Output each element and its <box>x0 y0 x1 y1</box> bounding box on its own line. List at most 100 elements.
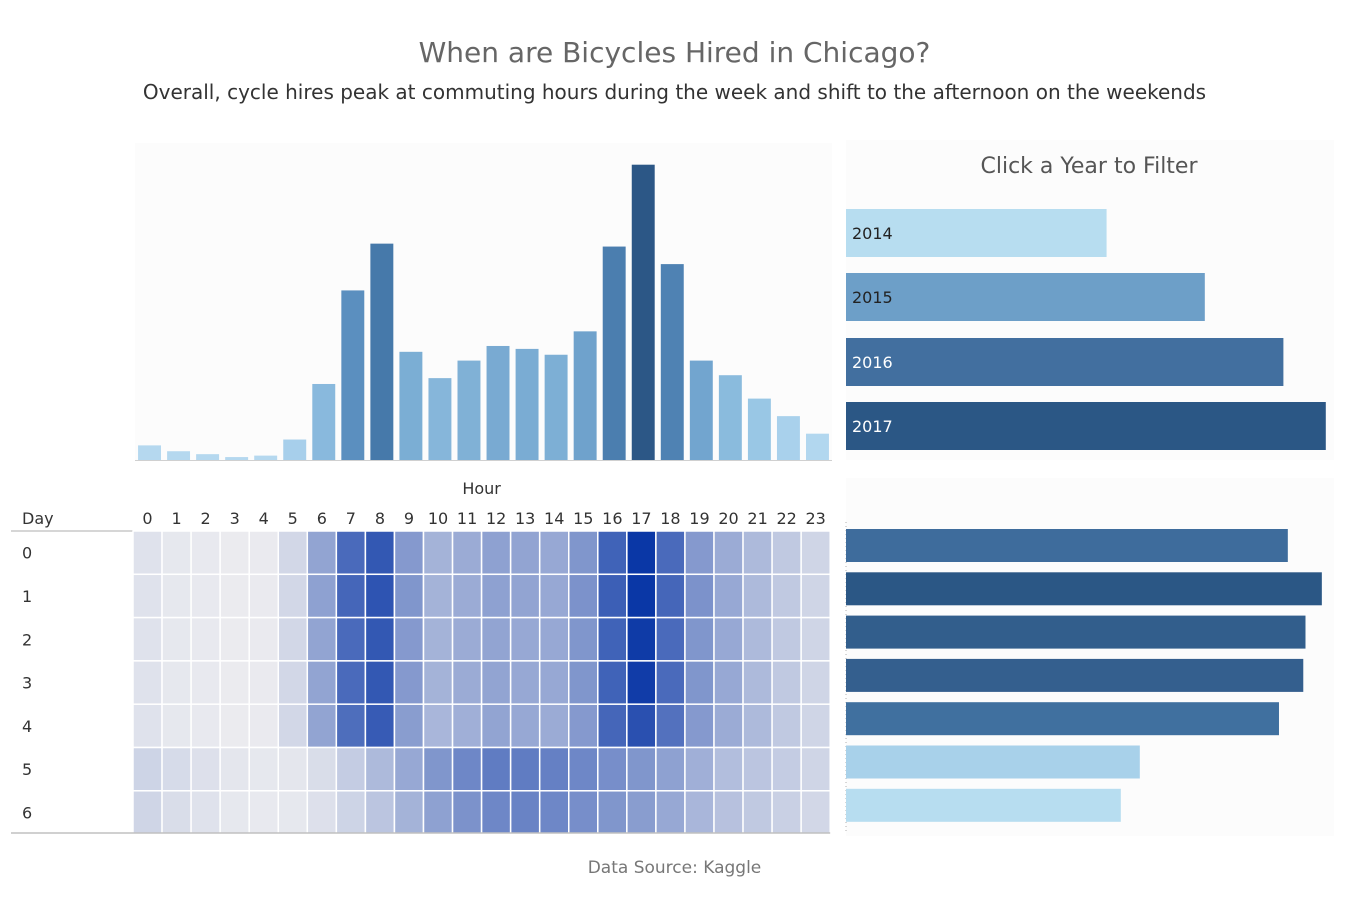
heatmap-cell-d2-h0[interactable] <box>132 616 163 662</box>
year-label-2016[interactable]: 2016 <box>852 353 893 372</box>
heatmap-cell-d0-h4[interactable] <box>248 530 279 576</box>
heatmap-cell-d2-h12[interactable] <box>480 616 512 662</box>
heatmap-cell-d6-h22[interactable] <box>771 790 802 835</box>
heatmap-cell-d1-h21[interactable] <box>742 573 773 619</box>
heatmap-cell-d6-h10[interactable] <box>422 790 454 835</box>
heatmap-cell-d5-h13[interactable] <box>509 746 541 792</box>
heatmap-cell-d3-h5[interactable] <box>277 660 309 705</box>
year-bar-2015[interactable] <box>846 273 1205 321</box>
heatmap-cell-d5-h11[interactable] <box>451 746 483 792</box>
year-filter-button-2015[interactable]: 2015 <box>846 273 1205 321</box>
heatmap-cell-d2-h2[interactable] <box>190 616 221 662</box>
heatmap-cell-d5-h14[interactable] <box>538 746 570 792</box>
heatmap-cell-d6-h8[interactable] <box>364 790 396 835</box>
heatmap-cell-d0-h9[interactable] <box>393 530 425 576</box>
hour-bar-11[interactable] <box>457 360 481 460</box>
heatmap-cell-d3-h0[interactable] <box>132 660 163 705</box>
day-bar-4[interactable] <box>846 702 1279 736</box>
heatmap-cell-d0-h12[interactable] <box>480 530 512 576</box>
hour-bar-19[interactable] <box>689 360 713 460</box>
hour-bar-23[interactable] <box>806 433 829 460</box>
heatmap-cell-d4-h14[interactable] <box>538 703 570 749</box>
heatmap-cell-d2-h11[interactable] <box>451 616 483 662</box>
heatmap-cell-d0-h23[interactable] <box>800 530 831 576</box>
heatmap-cell-d4-h7[interactable] <box>335 703 367 749</box>
hour-bar-1[interactable] <box>167 451 191 460</box>
heatmap-cell-d0-h18[interactable] <box>655 530 686 576</box>
heatmap-cell-d6-h16[interactable] <box>597 790 628 835</box>
heatmap-cell-d0-h11[interactable] <box>451 530 483 576</box>
heatmap-cell-d5-h7[interactable] <box>335 746 367 792</box>
heatmap-cell-d3-h11[interactable] <box>451 660 483 705</box>
heatmap-cell-d6-h21[interactable] <box>742 790 773 835</box>
day-bar-1[interactable] <box>846 572 1322 606</box>
heatmap-cell-d6-h15[interactable] <box>568 790 599 835</box>
heatmap-cell-d2-h18[interactable] <box>655 616 686 662</box>
heatmap-cell-d1-h22[interactable] <box>771 573 802 619</box>
heatmap-cell-d1-h19[interactable] <box>684 573 715 619</box>
heatmap-cell-d6-h14[interactable] <box>538 790 570 835</box>
year-label-2017[interactable]: 2017 <box>852 417 893 436</box>
heatmap-cell-d4-h1[interactable] <box>161 703 192 749</box>
day-bar-0[interactable] <box>846 529 1288 562</box>
heatmap-cell-d0-h3[interactable] <box>219 530 250 576</box>
heatmap-cell-d2-h5[interactable] <box>277 616 309 662</box>
heatmap-cell-d1-h16[interactable] <box>597 573 628 619</box>
heatmap-cell-d4-h22[interactable] <box>771 703 802 749</box>
heatmap-cell-d0-h14[interactable] <box>538 530 570 576</box>
heatmap-cell-d2-h23[interactable] <box>800 616 831 662</box>
heatmap-cell-d3-h12[interactable] <box>480 660 512 705</box>
heatmap-cell-d2-h22[interactable] <box>771 616 802 662</box>
heatmap-cell-d3-h7[interactable] <box>335 660 367 705</box>
heatmap-cell-d4-h12[interactable] <box>480 703 512 749</box>
hour-bar-15[interactable] <box>573 331 597 460</box>
heatmap-cell-d1-h2[interactable] <box>190 573 221 619</box>
heatmap-cell-d5-h19[interactable] <box>684 746 715 792</box>
heatmap-cell-d3-h15[interactable] <box>568 660 599 705</box>
heatmap-cell-d4-h11[interactable] <box>451 703 483 749</box>
heatmap-cell-d4-h3[interactable] <box>219 703 250 749</box>
heatmap-cell-d3-h10[interactable] <box>422 660 454 705</box>
heatmap-cell-d1-h10[interactable] <box>422 573 454 619</box>
heatmap-cell-d6-h2[interactable] <box>190 790 221 835</box>
heatmap-cell-d1-h5[interactable] <box>277 573 309 619</box>
heatmap-cell-d2-h13[interactable] <box>509 616 541 662</box>
heatmap-cell-d1-h8[interactable] <box>364 573 396 619</box>
hour-bar-20[interactable] <box>718 375 742 460</box>
heatmap-cell-d5-h0[interactable] <box>132 746 163 792</box>
heatmap-cell-d1-h4[interactable] <box>248 573 279 619</box>
year-filter-button-2016[interactable]: 2016 <box>846 338 1284 386</box>
hour-bar-14[interactable] <box>544 354 568 460</box>
day-bar-6[interactable] <box>846 788 1121 822</box>
year-bar-2014[interactable] <box>846 209 1107 257</box>
heatmap-cell-d1-h18[interactable] <box>655 573 686 619</box>
heatmap-cell-d1-h3[interactable] <box>219 573 250 619</box>
heatmap-cell-d6-h13[interactable] <box>509 790 541 835</box>
hour-bar-3[interactable] <box>225 457 249 460</box>
heatmap-cell-d4-h17[interactable] <box>626 703 657 749</box>
heatmap-cell-d1-h13[interactable] <box>509 573 541 619</box>
heatmap-cell-d3-h23[interactable] <box>800 660 831 705</box>
heatmap-cell-d4-h18[interactable] <box>655 703 686 749</box>
heatmap-cell-d1-h14[interactable] <box>538 573 570 619</box>
hour-bar-16[interactable] <box>602 246 626 460</box>
heatmap-cell-d0-h0[interactable] <box>132 530 163 576</box>
hour-bar-4[interactable] <box>254 455 278 460</box>
hour-bar-2[interactable] <box>196 454 220 460</box>
hour-bar-18[interactable] <box>660 264 684 460</box>
hour-bar-22[interactable] <box>776 416 800 460</box>
heatmap-cell-d4-h6[interactable] <box>306 703 338 749</box>
heatmap-cell-d3-h22[interactable] <box>771 660 802 705</box>
heatmap-cell-d4-h9[interactable] <box>393 703 425 749</box>
heatmap-cell-d0-h6[interactable] <box>306 530 338 576</box>
heatmap-cell-d0-h20[interactable] <box>713 530 744 576</box>
hour-bar-10[interactable] <box>428 378 452 460</box>
year-label-2014[interactable]: 2014 <box>852 224 893 243</box>
heatmap-cell-d0-h21[interactable] <box>742 530 773 576</box>
hour-bar-5[interactable] <box>283 439 307 460</box>
heatmap-cell-d5-h18[interactable] <box>655 746 686 792</box>
heatmap-cell-d6-h12[interactable] <box>480 790 512 835</box>
year-filter-button-2014[interactable]: 2014 <box>846 209 1107 257</box>
heatmap-cell-d5-h8[interactable] <box>364 746 396 792</box>
hour-bar-21[interactable] <box>747 398 771 460</box>
